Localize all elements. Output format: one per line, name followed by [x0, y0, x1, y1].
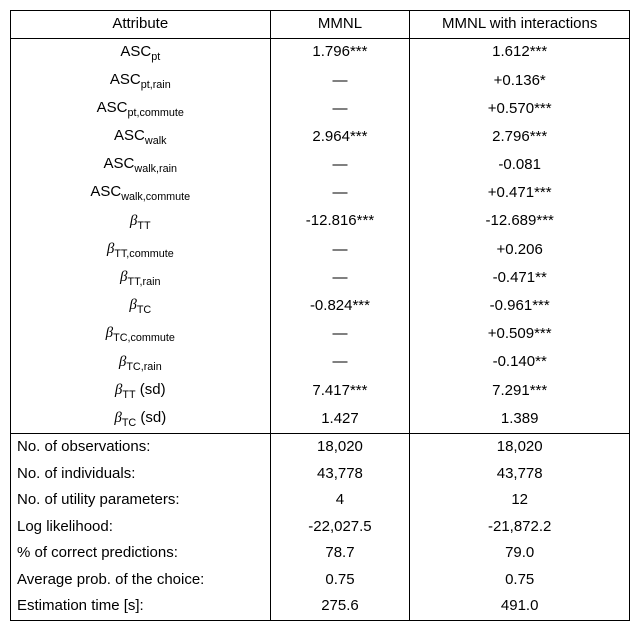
attr-cell: ASCwalk,commute	[11, 179, 271, 207]
col-header-mmnl-int: MMNL with interactions	[410, 11, 630, 39]
stat-label-cell: No. of utility parameters:	[11, 487, 271, 514]
stat-mmnl-int-cell: 43,778	[410, 461, 630, 488]
stat-mmnl-cell: 4	[270, 487, 410, 514]
table-row: No. of utility parameters:412	[11, 487, 630, 514]
mmnl-cell: -0.824***	[270, 292, 410, 320]
table-header-row: Attribute MMNL MMNL with interactions	[11, 11, 630, 39]
stat-mmnl-int-cell: 491.0	[410, 593, 630, 620]
table-row: βTT,commute—+0.206	[11, 236, 630, 264]
table-row: % of correct predictions:78.779.0	[11, 540, 630, 567]
table-row: Log likelihood:-22,027.5-21,872.2	[11, 514, 630, 541]
mmnl-int-cell: -12.689***	[410, 208, 630, 236]
mmnl-cell: —	[270, 151, 410, 179]
mmnl-int-cell: -0.471**	[410, 264, 630, 292]
table-row: Estimation time [s]:275.6491.0	[11, 593, 630, 620]
table-row: βTC,commute—+0.509***	[11, 320, 630, 348]
col-header-mmnl: MMNL	[270, 11, 410, 39]
mmnl-cell: —	[270, 179, 410, 207]
table-row: ASCpt,commute—+0.570***	[11, 95, 630, 123]
mmnl-int-cell: +0.206	[410, 236, 630, 264]
mmnl-cell: 7.417***	[270, 377, 410, 405]
table-row: βTT (sd)7.417***7.291***	[11, 377, 630, 405]
table-row: βTC,rain—-0.140**	[11, 349, 630, 377]
attr-cell: βTC,rain	[11, 349, 271, 377]
mmnl-int-cell: 7.291***	[410, 377, 630, 405]
stat-mmnl-cell: 43,778	[270, 461, 410, 488]
mmnl-int-cell: +0.471***	[410, 179, 630, 207]
stat-mmnl-cell: 0.75	[270, 567, 410, 594]
stat-mmnl-int-cell: 12	[410, 487, 630, 514]
mmnl-cell: -12.816***	[270, 208, 410, 236]
attr-cell: βTT	[11, 208, 271, 236]
attr-cell: ASCpt	[11, 38, 271, 67]
mmnl-cell: 1.427	[270, 405, 410, 434]
mmnl-cell: —	[270, 95, 410, 123]
attr-cell: ASCpt,commute	[11, 95, 271, 123]
stat-label-cell: No. of observations:	[11, 434, 271, 461]
stat-mmnl-int-cell: 79.0	[410, 540, 630, 567]
table-row: ASCwalk,rain—-0.081	[11, 151, 630, 179]
mmnl-int-cell: -0.140**	[410, 349, 630, 377]
mmnl-cell: —	[270, 264, 410, 292]
attr-cell: ASCwalk,rain	[11, 151, 271, 179]
stat-label-cell: No. of individuals:	[11, 461, 271, 488]
attr-cell: ASCwalk	[11, 123, 271, 151]
attr-cell: βTC (sd)	[11, 405, 271, 434]
table-row: ASCpt,rain—+0.136*	[11, 67, 630, 95]
col-header-attribute: Attribute	[11, 11, 271, 39]
attr-cell: ASCpt,rain	[11, 67, 271, 95]
table-row: ASCpt1.796***1.612***	[11, 38, 630, 67]
mmnl-cell: —	[270, 67, 410, 95]
table-row: No. of observations:18,02018,020	[11, 434, 630, 461]
attr-cell: βTT,commute	[11, 236, 271, 264]
stat-mmnl-cell: 275.6	[270, 593, 410, 620]
table-row: βTT,rain—-0.471**	[11, 264, 630, 292]
table-row: ASCwalk,commute—+0.471***	[11, 179, 630, 207]
mmnl-int-cell: -0.961***	[410, 292, 630, 320]
mmnl-cell: —	[270, 349, 410, 377]
stat-mmnl-cell: 18,020	[270, 434, 410, 461]
attr-cell: βTC	[11, 292, 271, 320]
table-row: No. of individuals:43,77843,778	[11, 461, 630, 488]
table-row: βTT-12.816***-12.689***	[11, 208, 630, 236]
mmnl-int-cell: +0.136*	[410, 67, 630, 95]
mmnl-int-cell: +0.509***	[410, 320, 630, 348]
stat-mmnl-cell: 78.7	[270, 540, 410, 567]
mmnl-cell: —	[270, 320, 410, 348]
table-row: Average prob. of the choice:0.750.75	[11, 567, 630, 594]
table-row: βTC-0.824***-0.961***	[11, 292, 630, 320]
stat-label-cell: Average prob. of the choice:	[11, 567, 271, 594]
mmnl-cell: 1.796***	[270, 38, 410, 67]
mmnl-int-cell: -0.081	[410, 151, 630, 179]
mmnl-int-cell: 1.389	[410, 405, 630, 434]
attr-cell: βTT (sd)	[11, 377, 271, 405]
stat-mmnl-int-cell: 18,020	[410, 434, 630, 461]
mmnl-cell: —	[270, 236, 410, 264]
attr-cell: βTC,commute	[11, 320, 271, 348]
stat-label-cell: Log likelihood:	[11, 514, 271, 541]
results-table: Attribute MMNL MMNL with interactions AS…	[10, 10, 630, 621]
mmnl-int-cell: +0.570***	[410, 95, 630, 123]
stat-label-cell: Estimation time [s]:	[11, 593, 271, 620]
stat-label-cell: % of correct predictions:	[11, 540, 271, 567]
table-row: βTC (sd)1.4271.389	[11, 405, 630, 434]
attr-cell: βTT,rain	[11, 264, 271, 292]
table-row: ASCwalk2.964***2.796***	[11, 123, 630, 151]
mmnl-int-cell: 2.796***	[410, 123, 630, 151]
stat-mmnl-int-cell: -21,872.2	[410, 514, 630, 541]
mmnl-int-cell: 1.612***	[410, 38, 630, 67]
stat-mmnl-int-cell: 0.75	[410, 567, 630, 594]
mmnl-cell: 2.964***	[270, 123, 410, 151]
stat-mmnl-cell: -22,027.5	[270, 514, 410, 541]
